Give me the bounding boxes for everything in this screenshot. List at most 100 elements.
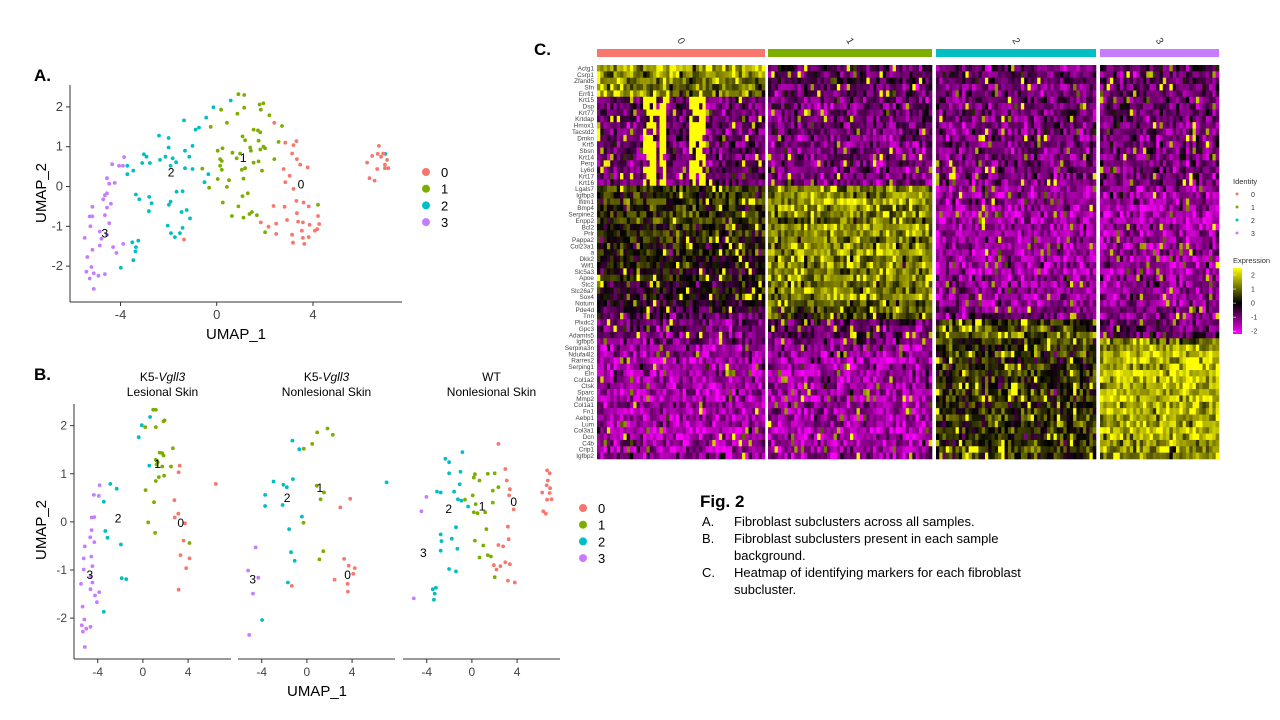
heatmap-cell [738,204,743,212]
heatmap-cell [735,198,739,206]
heatmap-cell [758,319,762,326]
heatmap-cell [685,103,690,110]
heatmap-cell [702,382,706,390]
heatmap-cell [692,414,697,422]
legend-label: 3 [598,551,605,566]
heatmap-cell [725,287,730,295]
heatmap-cell [813,103,818,110]
heatmap-cell [912,134,916,142]
heatmap-cell [649,446,654,453]
heatmap-cell [636,446,641,453]
heatmap-cell [613,153,618,161]
heatmap-cell [712,262,716,269]
heatmap-cell [725,147,730,155]
heatmap-cell [629,255,634,263]
heatmap-cell [643,141,647,148]
heatmap-cell [695,223,700,231]
heatmap-cell [728,452,733,460]
heatmap-cell [689,262,693,269]
cell-point-cluster-2 [280,503,285,507]
heatmap-cell [856,109,861,117]
heatmap-cell [794,179,798,187]
heatmap-cell [863,192,867,199]
heatmap-cell [689,293,693,301]
heatmap-cell [771,90,775,98]
heatmap-cell [804,230,808,237]
heatmap-cell [804,84,808,91]
heatmap-cell [810,90,815,98]
heatmap-cell [810,128,815,136]
heatmap-cell [623,65,627,72]
heatmap-cell [836,115,841,123]
cell-point-cluster-2 [134,192,138,197]
heatmap-cell [738,268,743,275]
heatmap-cell [761,325,766,333]
heatmap-cell [616,331,621,339]
heatmap-cell [810,230,815,237]
heatmap-cell [629,401,634,409]
cell-point-cluster-1 [215,177,220,181]
heatmap-cell [623,103,627,110]
heatmap-cell [695,268,700,275]
heatmap-cell [827,90,831,98]
heatmap-cell [659,160,664,167]
heatmap-cell [836,84,841,91]
heatmap-cell [751,408,756,415]
heatmap-cell [643,242,647,250]
heatmap-cell [672,230,677,237]
heatmap-cell [709,236,713,244]
heatmap-cell [685,65,690,72]
heatmap-cell [699,401,703,409]
cell-point-cluster-2 [133,249,138,254]
heatmap-cell [610,173,614,180]
heatmap-cell [909,153,913,161]
heatmap-cell [751,452,756,460]
heatmap-cell [725,141,730,148]
heatmap-cell [902,179,907,187]
facet-title-gene: Vgll3 [323,370,350,384]
heatmap-cell [741,147,746,155]
heatmap-cell [823,166,828,174]
cell-point-cluster-0 [282,204,287,209]
heatmap-cell [718,306,723,314]
heatmap-cell [758,281,762,288]
heatmap-cell [741,446,746,453]
heatmap-cell [679,414,683,422]
heatmap-cell [718,357,723,364]
heatmap-cell [833,96,838,104]
heatmap-cell [892,192,897,199]
heatmap-cell [662,204,667,212]
heatmap-cell [853,147,857,155]
heatmap-cell [709,90,713,98]
heatmap-cell [666,363,670,371]
heatmap-cell [751,71,756,78]
heatmap-cell [606,242,611,250]
heatmap-cell [659,281,664,288]
heatmap-cell [685,204,690,212]
heatmap-cell [623,84,627,91]
heatmap-cell [922,84,926,91]
cell-point-cluster-1 [251,160,256,165]
heatmap-cell [836,128,841,136]
heatmap-cell [643,103,647,110]
heatmap-cell [709,179,713,187]
heatmap-cell [685,192,690,199]
heatmap-cell [722,141,726,148]
heatmap-cell [830,128,834,136]
heatmap-cell [748,420,753,428]
heatmap-cell [646,420,650,428]
heatmap-cell [695,96,700,104]
heatmap-cell [836,103,841,110]
heatmap-cell [682,408,687,415]
heatmap-cell [656,77,660,85]
heatmap-cell [682,65,687,72]
heatmap-cell [869,96,874,104]
heatmap-cell [685,84,690,91]
heatmap-cell [853,230,857,237]
heatmap-cell [672,408,677,415]
heatmap-cell [639,370,644,377]
heatmap-cell [646,376,650,384]
heatmap-cell [626,147,631,155]
heatmap-cell [790,141,795,148]
